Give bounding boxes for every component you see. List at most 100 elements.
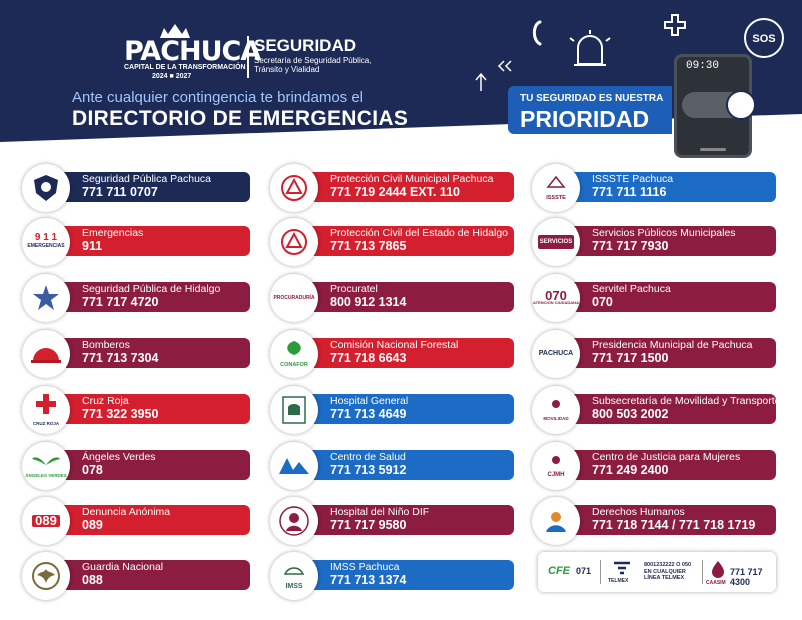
directory-entry[interactable]: PROCURADURÍA Procuratel 800 912 1314 [270, 274, 514, 322]
entry-phone[interactable]: 771 249 2400 [592, 463, 669, 477]
entry-logo [270, 442, 318, 490]
entry-name: Procuratel [330, 283, 378, 295]
logo-years: 2024 ■ 2027 [152, 73, 192, 80]
directory-entry[interactable]: CRUZ ROJA Cruz Roja 771 322 3950 [22, 386, 250, 434]
entry-band [292, 450, 514, 480]
entry-name: Servicios Públicos Municipales [592, 227, 736, 239]
directory-entry[interactable]: CONAFOR Comisión Nacional Forestal 771 718… [270, 330, 514, 378]
entry-band [292, 172, 514, 202]
caasim-label: CAASIM [706, 580, 726, 586]
entry-logo: CONAFOR [270, 330, 318, 378]
caasim-number[interactable]: 771 717 4300 [730, 567, 763, 587]
entry-name: Centro de Salud [330, 451, 406, 463]
cfe-number[interactable]: 071 [576, 566, 592, 576]
directory-entry[interactable]: Seguridad Pública Pachuca 771 711 0707 [22, 164, 250, 212]
entry-name: Seguridad Pública Pachuca [82, 173, 212, 185]
entry-phone[interactable]: 800 912 1314 [330, 295, 407, 309]
entry-phone[interactable]: 771 718 7144 / 771 718 1719 [592, 518, 756, 532]
entry-name: Ángeles Verdes [82, 451, 156, 463]
secretaria-subtitle: Secretaría de Seguridad Pública, Tránsit… [254, 56, 372, 74]
servicios-logo: SERVICIOS [537, 235, 575, 249]
entry-band [554, 226, 776, 256]
cfe-logo: CFE [548, 565, 570, 577]
directory-entry[interactable]: CJMH Centro de Justicia para Mujeres 771 2… [532, 442, 776, 490]
entry-phone[interactable]: 771 713 7304 [82, 351, 159, 365]
chevrons-icon [497, 60, 512, 72]
logo-divider [247, 36, 249, 78]
directory-entry[interactable]: Hospital del Niño DIF 771 717 9580 [270, 497, 514, 545]
cruz-roja-logo: CRUZ ROJA [33, 393, 59, 428]
entry-phone[interactable]: 771 718 6643 [330, 351, 407, 365]
directory-entry[interactable]: Centro de Salud 771 713 5912 [270, 442, 514, 490]
entry-name: Hospital del Niño DIF [330, 506, 430, 518]
entry-phone[interactable]: 771 717 4720 [82, 295, 159, 309]
proteccion-civil-icon [281, 229, 307, 255]
logo-pachuca: PACHUCA [124, 36, 261, 67]
angeles-verdes-logo: ÁNGELES VERDES [25, 453, 67, 480]
entry-phone[interactable]: 771 719 2444 EXT. 110 [330, 185, 460, 199]
city-crown-icon [160, 24, 190, 38]
entry-phone[interactable]: 089 [82, 518, 103, 532]
entry-phone[interactable]: 771 717 9580 [330, 518, 407, 532]
entry-phone[interactable]: 771 713 4649 [330, 407, 407, 421]
entry-band [44, 338, 250, 368]
entry-phone[interactable]: 800 503 2002 [592, 407, 669, 421]
imss-hidalgo-icon [282, 396, 306, 424]
directory-entry[interactable]: Seguridad Pública de Hidalgo 771 717 4720 [22, 274, 250, 322]
entry-name: Cruz Roja [82, 395, 129, 407]
entry-phone[interactable]: 771 322 3950 [82, 407, 159, 421]
entry-band [44, 172, 250, 202]
directory-entry[interactable]: ISSSTE ISSSTE Pachuca 771 711 1116 [532, 164, 776, 212]
divider [702, 560, 703, 584]
directory-entry[interactable]: Derechos Humanos 771 718 7144 / 771 718 1… [532, 497, 776, 545]
cjmh-emblem-icon [551, 456, 560, 464]
priority-caption: TU SEGURIDAD ES NUESTRA [520, 93, 664, 104]
entry-phone[interactable]: 771 713 1374 [330, 573, 407, 587]
entry-name: Denuncia Anónima [82, 506, 171, 518]
entry-name: Seguridad Pública de Hidalgo [82, 283, 221, 295]
issste-logo: ISSSTE [546, 175, 566, 202]
directory-entry[interactable]: IMSS IMSS Pachuca 771 713 1374 [270, 552, 514, 600]
entry-phone[interactable]: 771 717 7930 [592, 239, 669, 253]
entry-phone[interactable]: 771 711 1116 [592, 185, 667, 199]
entry-logo [22, 274, 70, 322]
directory-entry[interactable]: PACHUCA Presidencia Municipal de Pachuca 7… [532, 330, 776, 378]
divider [600, 560, 601, 584]
page-title: DIRECTORIO DE EMERGENCIAS [72, 107, 409, 130]
entry-phone[interactable]: 070 [592, 295, 613, 309]
entry-logo: 9 1 1 EMERGENCIAS [22, 218, 70, 266]
directory-entry[interactable]: 089 Denuncia Anónima 089 [22, 497, 250, 545]
directory-entry[interactable]: Bomberos 771 713 7304 [22, 330, 250, 378]
directory-entry[interactable]: Protección Civil del Estado de Hidalgo 77… [270, 218, 514, 266]
entry-logo: PACHUCA [532, 330, 580, 378]
svg-text:SOS: SOS [752, 33, 775, 45]
directory-entry[interactable]: Guardia Nacional 088 [22, 552, 250, 600]
directory-entry[interactable]: SERVICIOS Servicios Públicos Municipales 7… [532, 218, 776, 266]
salud-icon [279, 458, 309, 474]
entry-name: Protección Civil Municipal Pachuca [330, 173, 494, 185]
entry-name: Presidencia Municipal de Pachuca [592, 339, 753, 351]
entry-name: Comisión Nacional Forestal [330, 339, 459, 351]
directory-entry[interactable]: Hospital General 771 713 4649 [270, 386, 514, 434]
priority-box [508, 86, 672, 134]
entry-phone[interactable]: 771 711 0707 [82, 185, 158, 199]
phone-handset-icon [532, 20, 542, 46]
directory-entry[interactable]: ÁNGELES VERDES Ángeles Verdes 078 [22, 442, 250, 490]
entry-phone[interactable]: 771 713 5912 [330, 463, 407, 477]
telmex-number[interactable]: 8001232222 O 050 EN CUALQUIER LÍNEA TELM… [644, 562, 692, 581]
telmex-logo-icon [614, 561, 630, 575]
intro-text: Ante cualquier contingencia te brindamos… [72, 89, 364, 106]
movilidad-logo: MOVILIDAD [543, 397, 569, 423]
directory-entry[interactable]: 9 1 1 EMERGENCIAS Emergencias 911 [22, 218, 250, 266]
directory-entry[interactable]: Protección Civil Municipal Pachuca 771 71… [270, 164, 514, 212]
entry-name: Derechos Humanos [592, 506, 685, 518]
entry-phone[interactable]: 771 713 7865 [330, 239, 407, 253]
entry-phone[interactable]: 088 [82, 573, 103, 587]
directory-entry[interactable]: 070 ATENCIÓN CIUDADANA Servitel Pachuca 070 [532, 274, 776, 322]
entry-phone[interactable]: 078 [82, 463, 103, 477]
directory-entry[interactable]: MOVILIDAD Subsecretaría de Movilidad y Tr… [532, 386, 781, 434]
entry-phone[interactable]: 911 [82, 239, 103, 253]
entry-band [554, 505, 776, 535]
entry-band [554, 394, 776, 424]
entry-phone[interactable]: 771 717 1500 [592, 351, 669, 365]
